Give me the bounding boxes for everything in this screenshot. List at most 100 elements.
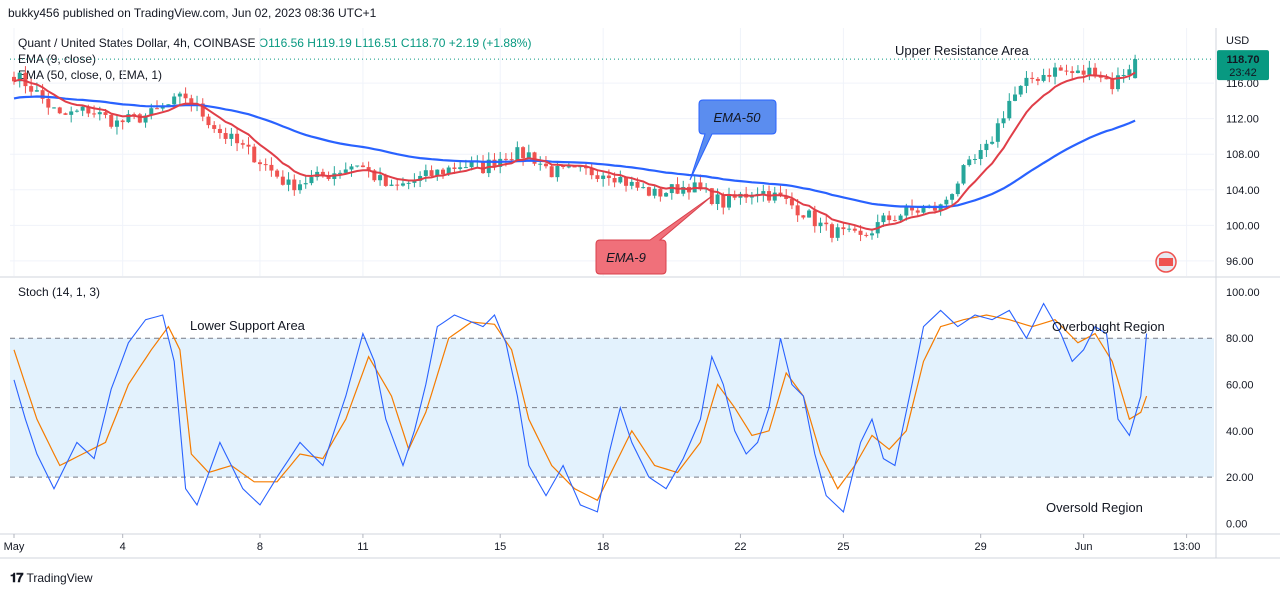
candle-body (847, 228, 852, 230)
legend-ema9[interactable]: EMA (9, close) (18, 52, 97, 66)
candle-body (298, 184, 302, 191)
candle (177, 91, 182, 104)
candle (423, 164, 428, 182)
candle (229, 127, 234, 146)
candle (818, 217, 823, 233)
candle (1018, 85, 1023, 97)
candle-body (601, 175, 606, 179)
candle (601, 170, 606, 187)
candle (309, 170, 314, 186)
published-header: bukky456 published on TradingView.com, J… (8, 6, 377, 20)
candle (395, 178, 400, 191)
candle-body (103, 112, 108, 115)
candle-body (681, 186, 686, 194)
candle-body (852, 228, 857, 231)
candle (955, 181, 960, 197)
candle-body (463, 167, 468, 169)
time-tick-label: 8 (257, 541, 263, 553)
stoch-tick-label: 0.00 (1226, 518, 1247, 530)
legend-ema50[interactable]: EMA (50, close, 0, EMA, 1) (18, 68, 163, 82)
candle-body (1133, 59, 1138, 79)
candle-body (1121, 74, 1126, 76)
candle-body (155, 108, 159, 110)
candle (458, 160, 463, 171)
upper-resistance-label: Upper Resistance Area (895, 43, 1029, 58)
candle (298, 179, 302, 194)
candle (990, 136, 995, 145)
time-tick-label: Jun (1075, 541, 1093, 553)
candle-body (235, 133, 240, 144)
candle (217, 124, 222, 139)
candle-body (252, 146, 257, 163)
candle-body (727, 194, 731, 208)
candle-body (1058, 67, 1063, 71)
candle-body (309, 177, 314, 184)
candle-body (818, 222, 823, 227)
candle-body (904, 206, 909, 216)
candle (114, 114, 119, 135)
candle (589, 162, 594, 180)
candle (1053, 62, 1058, 85)
candle-body (326, 176, 331, 179)
candle-body (406, 182, 411, 184)
candle (57, 106, 62, 115)
candle (584, 162, 588, 175)
candle-body (950, 194, 955, 200)
candle-body (1127, 69, 1132, 75)
candle (898, 213, 903, 222)
candle (1030, 72, 1035, 84)
candle-body (1030, 77, 1035, 79)
candle (761, 184, 766, 202)
candle-body (137, 114, 142, 123)
candle-body (34, 90, 39, 92)
currency-label: USD (1226, 35, 1249, 47)
bar-countdown: 23:42 (1229, 67, 1257, 79)
candle (549, 164, 554, 178)
candle-body (160, 106, 165, 109)
stoch-tick-label: 100.00 (1226, 287, 1260, 299)
candle (406, 180, 411, 190)
candle-body (509, 159, 514, 161)
candle (1121, 69, 1126, 83)
candle (74, 109, 79, 113)
candle (595, 169, 600, 183)
candle-body (286, 179, 291, 185)
candle-body (807, 210, 812, 218)
candle-body (715, 194, 720, 204)
candle (841, 222, 846, 236)
candle-body (177, 93, 182, 97)
candle-body (921, 208, 926, 213)
candle-body (1110, 79, 1115, 90)
candle (1081, 64, 1086, 83)
tradingview-brand[interactable]: 𝟏𝟕 TradingView (10, 570, 93, 586)
candle-body (892, 220, 897, 222)
candle-body (441, 169, 445, 175)
candle (892, 215, 897, 222)
candle (526, 144, 531, 159)
tradingview-logo-icon: 𝟏𝟕 (10, 570, 24, 585)
candle-body (664, 193, 669, 197)
legend-ohlc: O116.56 H119.19 L116.51 C118.70 +2.19 (+… (258, 36, 532, 50)
candle-body (1064, 70, 1069, 72)
time-tick-label: 25 (837, 541, 849, 553)
candle (275, 168, 280, 179)
candle-body (452, 167, 457, 169)
candle-body (932, 205, 937, 211)
candle (23, 66, 28, 94)
candle (1024, 71, 1029, 94)
candle-body (378, 175, 383, 181)
candle (137, 112, 142, 124)
candle (80, 105, 85, 117)
candle-body (881, 215, 886, 223)
candle-body (652, 188, 657, 196)
candle-body (200, 103, 205, 117)
stoch-title[interactable]: Stoch (14, 1, 3) (18, 285, 101, 299)
tradingview-brand-label: TradingView (26, 571, 93, 585)
chart-legend: Quant / United States Dollar, 4h, COINBA… (18, 35, 531, 83)
time-tick-label: 13:00 (1173, 541, 1201, 553)
candle-body (555, 166, 560, 178)
candle (652, 185, 657, 199)
candle-body (275, 170, 280, 177)
candle-body (1007, 100, 1012, 119)
